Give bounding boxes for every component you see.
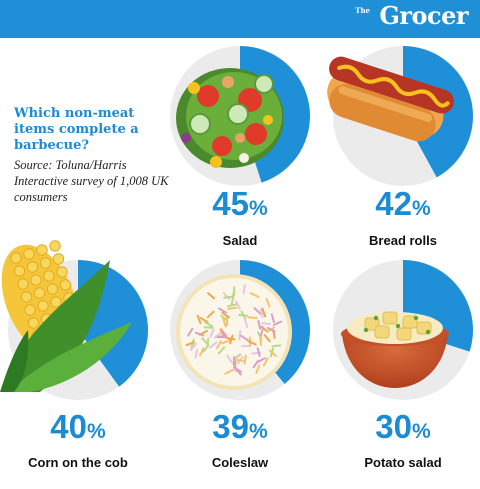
brand-logo: Grocer — [379, 1, 468, 30]
value-label-bread-rolls: 42% — [375, 185, 431, 222]
potato-salad-icon — [341, 311, 449, 388]
category-label-coleslaw: Coleslaw — [211, 455, 269, 470]
value-label-coleslaw: 39% — [212, 408, 268, 445]
source-note: Source: Toluna/Harris Interactive survey… — [14, 158, 169, 204]
hot-dog-icon — [327, 56, 454, 142]
category-label-potato-salad: Potato salad — [364, 455, 442, 470]
salad-icon — [176, 68, 284, 168]
intro-panel: Which non-meat items complete a barbecue… — [14, 106, 174, 205]
value-label-potato-salad: 30% — [375, 408, 431, 445]
header-bar — [0, 0, 480, 38]
category-label-corn-on-the-cob: Corn on the cob — [28, 455, 128, 470]
value-label-corn-on-the-cob: 40% — [50, 408, 106, 445]
coleslaw-icon — [176, 274, 292, 390]
category-label-salad: Salad — [222, 233, 258, 248]
value-label-salad: 45% — [212, 185, 268, 222]
chart-title: Which non-meat items complete a barbecue… — [14, 106, 139, 153]
corn-icon — [0, 240, 132, 392]
brand-logo-the: The — [355, 6, 370, 15]
category-label-bread-rolls: Bread rolls — [369, 233, 437, 248]
